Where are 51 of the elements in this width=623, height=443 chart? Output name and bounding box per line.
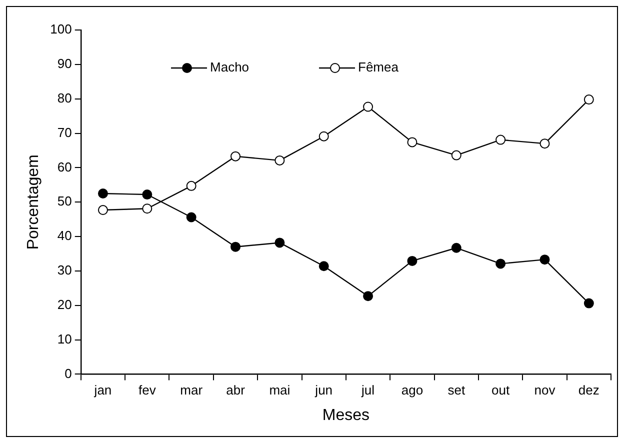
- point: [584, 94, 594, 105]
- point: [142, 190, 152, 200]
- point: [230, 242, 241, 252]
- x-tick-label: jan: [93, 382, 112, 398]
- point: [363, 102, 374, 112]
- x-tick-label: nov: [534, 382, 556, 398]
- x-tick-label: fev: [138, 382, 156, 398]
- x-tick-label: ago: [401, 382, 424, 398]
- legend-label: Macho: [210, 60, 250, 75]
- y-tick-label: 10: [57, 331, 72, 346]
- point: [142, 204, 152, 214]
- point: [407, 256, 418, 266]
- y-tick-label: 70: [57, 124, 72, 140]
- y-axis-title: Porcentagem: [25, 154, 42, 250]
- x-tick-label: set: [448, 382, 466, 398]
- point: [496, 134, 506, 145]
- x-tick-label: dez: [578, 382, 600, 398]
- y-tick-label: 40: [57, 228, 72, 244]
- y-tick-label: 0: [64, 366, 72, 381]
- point: [363, 291, 374, 302]
- y-tick-label: 60: [57, 159, 72, 174]
- point: [584, 298, 594, 308]
- point: [318, 261, 329, 272]
- point: [274, 238, 285, 248]
- point: [540, 254, 550, 265]
- x-axis-title: Meses: [322, 406, 370, 424]
- x-tick-label: out: [492, 382, 510, 398]
- y-tick-label: 90: [57, 56, 72, 71]
- y-tick-label: 80: [57, 90, 72, 106]
- point: [407, 137, 418, 148]
- x-tick-label: jun: [314, 382, 333, 398]
- point: [318, 131, 329, 142]
- legend-label: Fêmea: [358, 60, 400, 75]
- x-tick-label: jul: [360, 382, 375, 398]
- y-tick-label: 20: [57, 296, 72, 312]
- x-tick-label: mai: [269, 382, 290, 398]
- x-tick-label: abr: [226, 382, 246, 398]
- point: [496, 258, 506, 269]
- point: [451, 150, 462, 160]
- point: [98, 205, 108, 216]
- y-tick-label: 30: [57, 262, 72, 278]
- point: [451, 242, 462, 253]
- point: [186, 180, 196, 191]
- point: [540, 138, 550, 149]
- point: [230, 151, 241, 162]
- point: [186, 212, 196, 222]
- x-tick-label: mar: [180, 382, 204, 398]
- y-tick-label: 100: [50, 22, 72, 37]
- y-tick-label: 50: [57, 194, 72, 209]
- point: [274, 155, 285, 166]
- point: [98, 188, 108, 198]
